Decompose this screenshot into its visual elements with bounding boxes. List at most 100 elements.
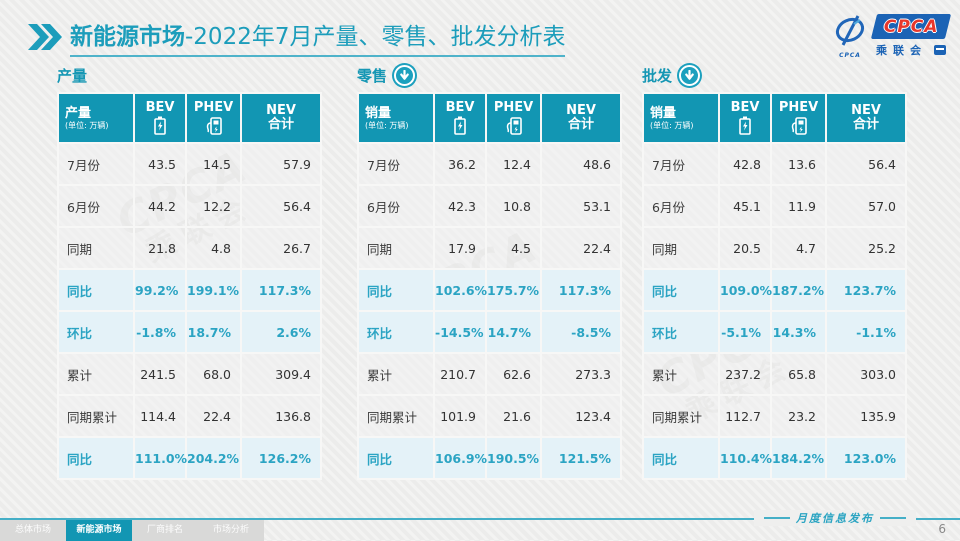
cell-phev: 21.6 — [485, 394, 542, 438]
cell-phev: 4.7 — [770, 226, 827, 270]
row-label: 7月份 — [357, 142, 435, 186]
dash-right — [880, 517, 906, 519]
header-bev: BEV — [718, 92, 772, 144]
logo-right: CPCA 乘联会 — [870, 14, 952, 58]
table-row: 累计 241.5 68.0 309.4 — [57, 352, 322, 396]
retail-table: 销量 (单位: 万辆) BEV PHEV NEV 合计 7月份 36.2 12.4 48.… — [357, 92, 622, 480]
battery-icon — [720, 116, 770, 135]
production-table: 产量 (单位: 万辆) BEV PHEV NEV 合计 7月份 43.5 14.5 57.… — [57, 92, 322, 480]
cell-phev: 199.1% — [185, 268, 242, 312]
battery-icon — [435, 116, 485, 135]
row-label: 环比 — [357, 310, 435, 354]
table-row-highlight: 环比 -14.5% 14.7% -8.5% — [357, 310, 622, 354]
cell-nev: 135.9 — [825, 394, 907, 438]
tab-nev-market[interactable]: 新能源市场 — [66, 520, 132, 541]
cell-phev: 14.3% — [770, 310, 827, 354]
slide-header: 新能源市场-2022年7月产量、零售、批发分析表 — [28, 22, 566, 57]
cell-bev: 20.5 — [718, 226, 772, 270]
table-row-highlight: 环比 -1.8% 18.7% 2.6% — [57, 310, 322, 354]
cpca-text: CPCA — [883, 16, 939, 37]
cell-phev: 10.8 — [485, 184, 542, 228]
cpca-plate: CPCA — [870, 14, 952, 39]
cell-bev: 110.4% — [718, 436, 772, 480]
section-title-production: 产量 — [57, 66, 88, 85]
double-chevron-icon — [28, 24, 62, 54]
cell-bev: 101.9 — [433, 394, 487, 438]
cell-nev: 56.4 — [240, 184, 322, 228]
cell-bev: 99.2% — [133, 268, 187, 312]
row-label: 同比 — [642, 268, 720, 312]
cell-nev: 117.3% — [240, 268, 322, 312]
battery-icon — [135, 116, 185, 135]
cell-bev: 210.7 — [433, 352, 487, 396]
cell-bev: 36.2 — [433, 142, 487, 186]
production-section: 产量 产量 (单位: 万辆) BEV PHEV NEV 合计 7月份 43.5 14.5… — [57, 62, 322, 480]
cell-phev: 190.5% — [485, 436, 542, 480]
row-label: 同比 — [57, 436, 135, 480]
table-row-highlight: 同比 111.0% 204.2% 126.2% — [57, 436, 322, 480]
title-bold-part: 新能源市场 — [70, 24, 185, 50]
table-row-highlight: 同比 110.4% 184.2% 123.0% — [642, 436, 907, 480]
row-label: 7月份 — [57, 142, 135, 186]
cell-nev: 309.4 — [240, 352, 322, 396]
cell-phev: 13.6 — [770, 142, 827, 186]
cell-phev: 11.9 — [770, 184, 827, 228]
row-label: 6月份 — [642, 184, 720, 228]
cell-phev: 175.7% — [485, 268, 542, 312]
tab-oem-ranking[interactable]: 厂商排名 — [132, 520, 198, 541]
cell-bev: 42.8 — [718, 142, 772, 186]
row-label: 同期 — [57, 226, 135, 270]
logo-caption: CPCA — [839, 52, 861, 59]
cell-bev: 237.2 — [718, 352, 772, 396]
row-label: 同期累计 — [57, 394, 135, 438]
dash-left — [764, 517, 790, 519]
cell-bev: 45.1 — [718, 184, 772, 228]
org-name: 乘联会 — [876, 44, 927, 57]
header-nev: NEV 合计 — [240, 92, 322, 144]
table-row: 6月份 42.3 10.8 53.1 — [357, 184, 622, 228]
cell-nev: 136.8 — [240, 394, 322, 438]
tab-overall-market[interactable]: 总体市场 — [0, 520, 66, 541]
header-phev: PHEV — [185, 92, 242, 144]
row-label: 累计 — [57, 352, 135, 396]
table-row-highlight: 同比 109.0% 187.2% 123.7% — [642, 268, 907, 312]
cell-nev: 273.3 — [540, 352, 622, 396]
cell-bev: 43.5 — [133, 142, 187, 186]
header-phev: PHEV — [770, 92, 827, 144]
header-bev: BEV — [133, 92, 187, 144]
cell-phev: 204.2% — [185, 436, 242, 480]
row-label: 累计 — [357, 352, 435, 396]
table-row: 累计 210.7 62.6 273.3 — [357, 352, 622, 396]
cell-nev: 57.9 — [240, 142, 322, 186]
title-rest-part: -2022年7月产量、零售、批发分析表 — [185, 24, 566, 50]
row-label: 环比 — [57, 310, 135, 354]
cell-bev: -14.5% — [433, 310, 487, 354]
cell-nev: 126.2% — [240, 436, 322, 480]
cell-phev: 65.8 — [770, 352, 827, 396]
cell-nev: 123.4 — [540, 394, 622, 438]
row-label: 累计 — [642, 352, 720, 396]
cell-bev: 112.7 — [718, 394, 772, 438]
table-row: 同期累计 114.4 22.4 136.8 — [57, 394, 322, 438]
cell-nev: 53.1 — [540, 184, 622, 228]
row-label: 同期累计 — [357, 394, 435, 438]
table-row: 同期 20.5 4.7 25.2 — [642, 226, 907, 270]
cell-phev: 62.6 — [485, 352, 542, 396]
row-label: 同比 — [642, 436, 720, 480]
row-label: 同比 — [357, 436, 435, 480]
table-row-highlight: 环比 -5.1% 14.3% -1.1% — [642, 310, 907, 354]
tab-market-analysis[interactable]: 市场分析 — [198, 520, 264, 541]
car-icon — [934, 45, 946, 55]
cell-nev: 48.6 — [540, 142, 622, 186]
cell-phev: 184.2% — [770, 436, 827, 480]
cell-nev: 22.4 — [540, 226, 622, 270]
table-row: 同期累计 112.7 23.2 135.9 — [642, 394, 907, 438]
cell-phev: 23.2 — [770, 394, 827, 438]
table-row-highlight: 同比 102.6% 175.7% 117.3% — [357, 268, 622, 312]
header-nev: NEV 合计 — [825, 92, 907, 144]
table-row: 同期 21.8 4.8 26.7 — [57, 226, 322, 270]
cell-phev: 14.7% — [485, 310, 542, 354]
cell-nev: 57.0 — [825, 184, 907, 228]
cell-nev: 56.4 — [825, 142, 907, 186]
down-arrow-icon — [394, 64, 416, 86]
